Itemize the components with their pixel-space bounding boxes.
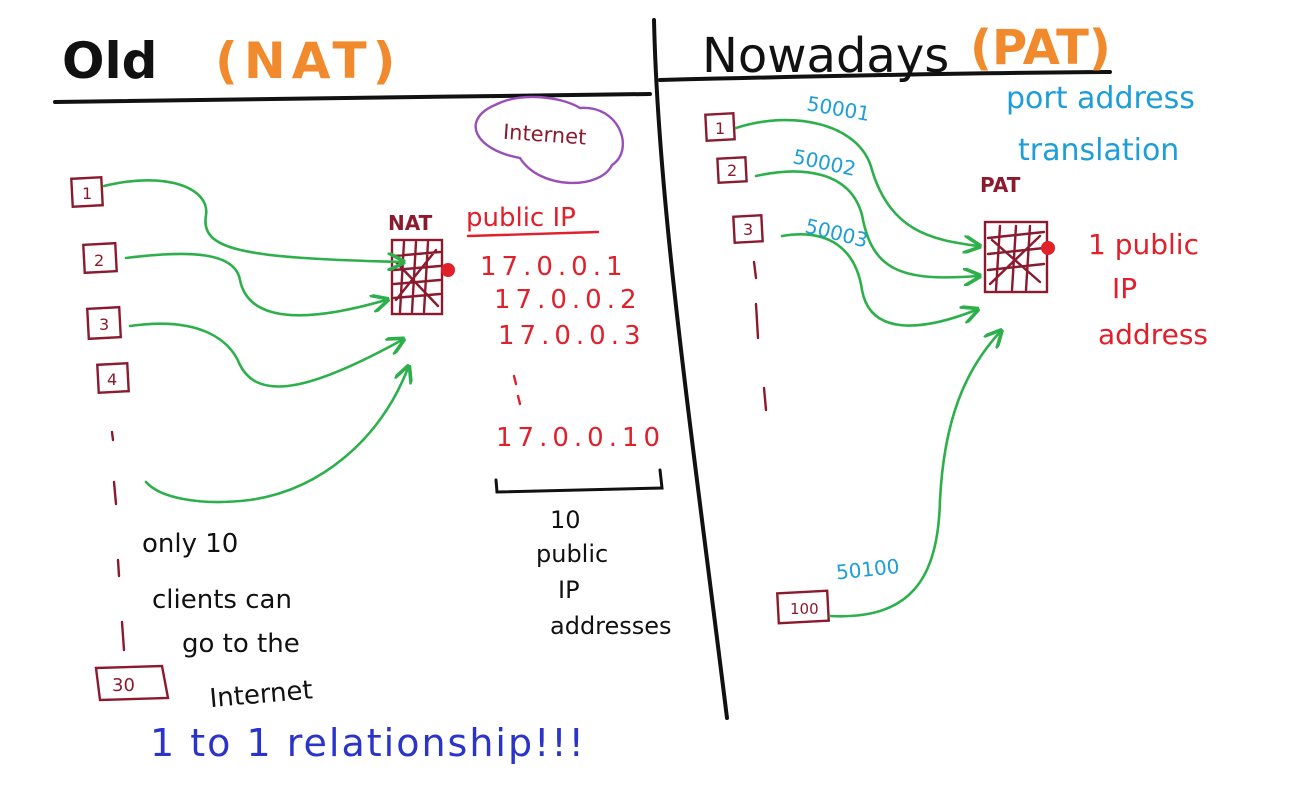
client-box: 2 [716, 156, 748, 184]
client-box: 100 [775, 589, 831, 625]
pat-device-label: PAT [980, 173, 1021, 197]
left-heading-underline [53, 92, 652, 104]
port-label: 50001 [805, 91, 872, 126]
right-heading-tag: (PAT) [970, 20, 1111, 76]
bracket-note-line: IP [558, 576, 580, 604]
cloud-label: Internet [502, 120, 587, 150]
pat-connection-arrows [734, 118, 1000, 618]
left-heading-tag: (NAT) [215, 32, 401, 90]
right-heading-underline [658, 70, 1112, 82]
client-box: 4 [96, 361, 130, 395]
ip-address: 17.0.0.1 [480, 252, 628, 282]
port-labels: 50001 50002 50003 50100 [791, 91, 901, 584]
ip-list: 17.0.0.1 17.0.0.2 17.0.0.3 17.0.0.10 [480, 252, 665, 453]
nat-connection-arrows [102, 178, 408, 504]
internet-cloud: Internet [474, 95, 624, 185]
bracket-note-line: addresses [550, 612, 672, 640]
right-heading: Nowadays [702, 28, 949, 84]
note-line: Internet [208, 675, 313, 714]
public-ip-underline [466, 230, 600, 238]
note-line: 1 public [1088, 228, 1199, 261]
connection-arrow [734, 118, 978, 246]
left-client-list: 1 2 3 4 30 [70, 175, 170, 702]
router-grid-icon [983, 220, 1055, 294]
nat-device: NAT [388, 211, 455, 316]
note-line: clients can [152, 585, 292, 615]
ip-address: 17.0.0.3 [498, 321, 646, 351]
router-grid-icon [390, 238, 455, 316]
ip-address: 17.0.0.2 [494, 285, 642, 315]
relationship-footer: 1 to 1 relationship!!! [150, 721, 586, 765]
connection-arrow [124, 252, 386, 317]
client-ellipsis [752, 260, 768, 412]
client-ellipsis [110, 430, 126, 652]
port-label: 50100 [835, 554, 901, 585]
left-heading: Old [62, 32, 157, 90]
note-line: address [1098, 318, 1208, 351]
pat-device: PAT [980, 173, 1055, 294]
connection-arrow [754, 170, 978, 277]
client-label: 1 [715, 119, 725, 138]
client-label: 1 [82, 184, 92, 203]
client-label: 30 [112, 675, 135, 696]
client-label: 4 [107, 370, 117, 389]
left-note: only 10 clients can go to the Internet [142, 529, 314, 714]
connection-arrow [102, 178, 402, 262]
bracket-note-line: 10 [550, 506, 581, 534]
connection-arrow [828, 332, 1000, 618]
connection-arrow [144, 368, 408, 504]
ip-ellipsis [512, 374, 522, 406]
client-box: 1 [704, 112, 736, 142]
client-box: 3 [85, 305, 123, 341]
note-line: only 10 [142, 529, 238, 559]
client-box: 1 [70, 175, 104, 209]
client-label: 3 [743, 220, 753, 239]
subtitle-line: translation [1018, 133, 1179, 168]
port-label: 50003 [803, 214, 871, 253]
ip-bracket [494, 468, 664, 494]
note-line: go to the [182, 629, 300, 659]
client-label: 3 [99, 315, 109, 334]
client-label: 2 [94, 251, 104, 270]
center-divider [652, 18, 729, 720]
connection-arrow [780, 233, 976, 327]
nat-device-label: NAT [388, 211, 433, 235]
bracket-note: 10 public IP addresses [536, 506, 672, 640]
connection-arrow [128, 322, 402, 388]
ip-address: 17.0.0.10 [496, 423, 665, 453]
client-label: 2 [727, 161, 737, 180]
right-client-list: 1 2 3 100 [704, 112, 831, 625]
subtitle-line: port address [1006, 81, 1195, 116]
note-line: IP [1112, 272, 1137, 305]
cloud-icon [474, 95, 624, 185]
client-label: 100 [790, 600, 819, 618]
pat-subtitle: port address translation [1006, 81, 1195, 168]
right-note: 1 public IP address [1088, 228, 1208, 351]
client-box: 2 [82, 241, 118, 275]
client-box: 3 [732, 214, 764, 244]
public-ip-heading: public IP [466, 203, 576, 233]
client-box: 30 [94, 664, 170, 702]
bracket-note-line: public [536, 540, 608, 568]
